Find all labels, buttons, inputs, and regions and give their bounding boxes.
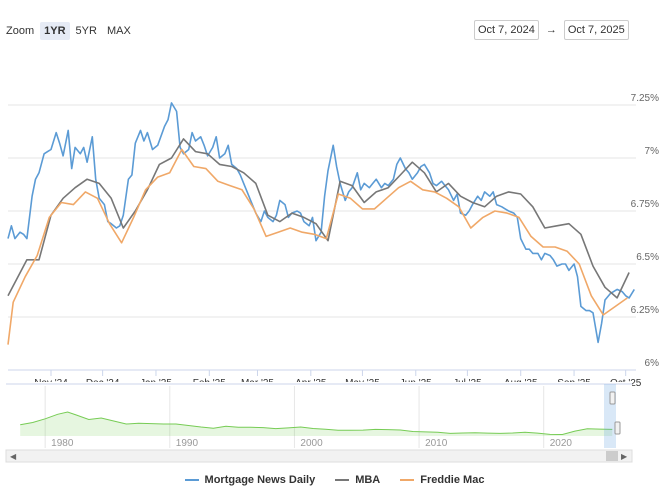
mortgage-rate-chart: Nov '24Dec '24Jan '25Feb '25Mar '25Apr '… (5, 93, 659, 463)
y-tick-label: 6.75% (631, 199, 659, 210)
navigator-year-label: 1980 (51, 438, 74, 449)
scrollbar-track (5, 449, 633, 463)
date-range: Oct 7, 2024 → Oct 7, 2025 (474, 20, 629, 40)
legend-item-mnd[interactable]: Mortgage News Daily (184, 474, 316, 486)
scroll-left-arrow-icon: ◀ (10, 452, 17, 461)
legend: Mortgage News Daily MBA Freddie Mac (0, 474, 669, 486)
zoom-label: Zoom (6, 25, 35, 37)
range-to-input[interactable]: Oct 7, 2025 (563, 20, 629, 40)
legend-item-freddie[interactable]: Freddie Mac (400, 474, 484, 486)
legend-item-mba[interactable]: MBA (335, 474, 380, 486)
legend-label-mba: MBA (355, 474, 381, 486)
legend-swatch-freddie (400, 479, 415, 481)
legend-swatch-mba (335, 479, 350, 481)
navigator-background (6, 382, 632, 450)
navigator-area (20, 412, 613, 436)
scroll-right-arrow-icon: ▶ (621, 452, 628, 461)
range-from-input[interactable]: Oct 7, 2024 (474, 20, 539, 40)
navigator-year-label: 2020 (550, 438, 573, 449)
y-tick-label: 6.25% (631, 305, 659, 316)
navigator-handle-left (609, 391, 616, 405)
zoom-1yr-button[interactable]: 1YR (40, 22, 70, 40)
y-tick-label: 7.25% (631, 93, 659, 104)
zoom-5yr-button[interactable]: 5YR (75, 25, 97, 37)
legend-label-mnd: Mortgage News Daily (204, 474, 316, 486)
navigator-year-label: 2000 (300, 438, 323, 449)
navigator-line (20, 411, 613, 436)
navigator-year-label: 2010 (425, 438, 448, 449)
range-arrow-icon: → (545, 24, 557, 36)
navigator[interactable]: 1980 1990 2000 2010 2020 ◀ ▶ (5, 382, 633, 463)
series-lines (7, 102, 635, 345)
y-tick-label: 7% (645, 146, 660, 157)
series-line-mba (7, 138, 630, 299)
zoom-control: Zoom 1YR 5YR MAX (6, 22, 137, 40)
y-tick-label: 6% (645, 358, 660, 369)
y-axis: 6% 6.25% 6.5% 6.75% 7% 7.25% (631, 93, 659, 369)
zoom-max-button[interactable]: MAX (106, 25, 131, 37)
scrollbar-thumb (606, 451, 618, 461)
navigator-year-label: 1990 (176, 438, 199, 449)
legend-label-freddie: Freddie Mac (420, 474, 485, 486)
legend-swatch-mnd (184, 479, 199, 481)
series-line-freddie (7, 148, 628, 345)
navigator-handle-right (614, 421, 621, 435)
y-tick-label: 6.5% (636, 252, 659, 263)
series-line-mnd (7, 102, 635, 344)
